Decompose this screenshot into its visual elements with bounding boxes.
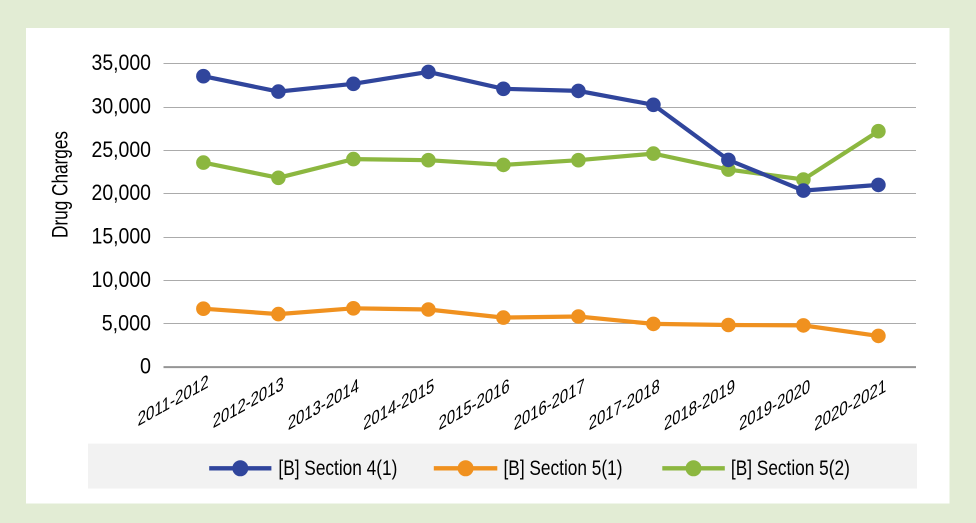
- svg-text:25,000: 25,000: [92, 137, 152, 162]
- svg-text:[B] Section 5(2): [B] Section 5(2): [731, 457, 850, 480]
- svg-text:0: 0: [140, 354, 151, 379]
- svg-text:10,000: 10,000: [92, 267, 152, 292]
- svg-text:[B] Section 4(1): [B] Section 4(1): [278, 457, 397, 480]
- svg-text:5,000: 5,000: [102, 310, 151, 335]
- svg-text:[B] Section 5(1): [B] Section 5(1): [504, 457, 623, 480]
- svg-text:15,000: 15,000: [92, 224, 152, 249]
- svg-text:30,000: 30,000: [92, 93, 152, 118]
- svg-text:Drug Charges: Drug Charges: [48, 131, 73, 238]
- svg-text:35,000: 35,000: [92, 50, 152, 75]
- svg-text:20,000: 20,000: [92, 180, 152, 205]
